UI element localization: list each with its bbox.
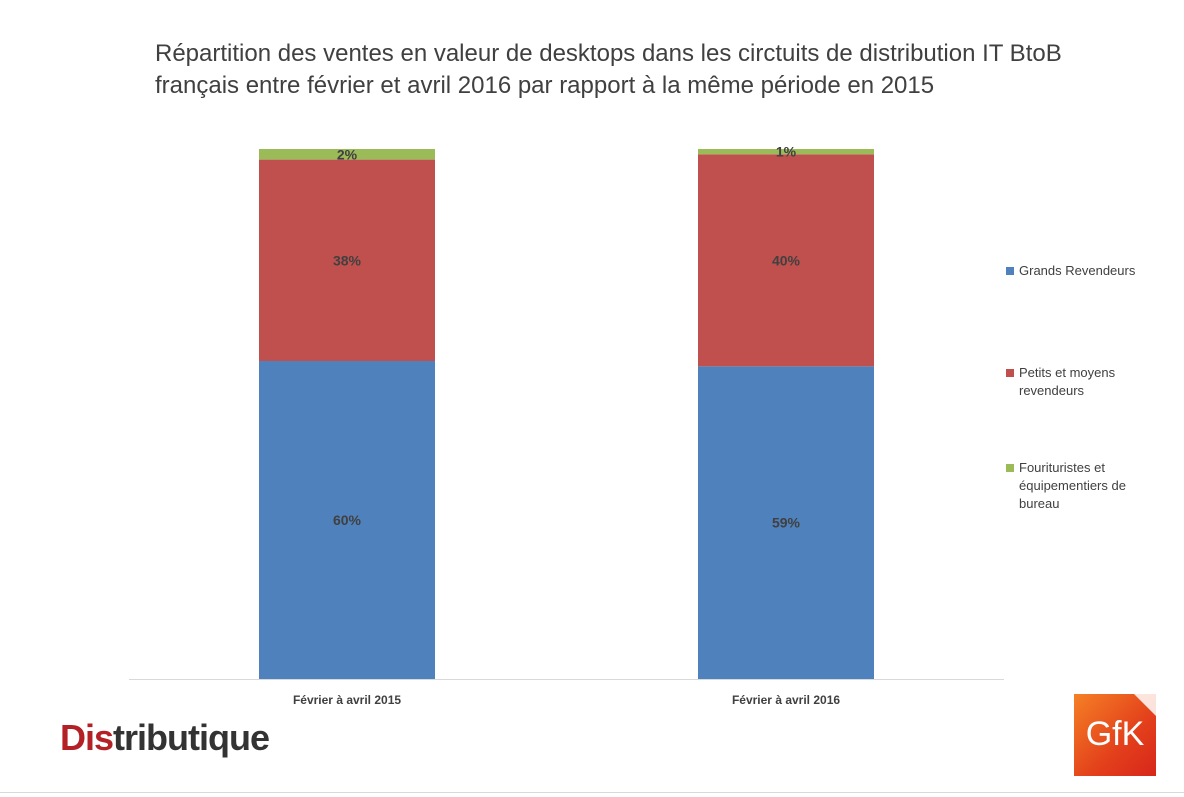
legend-label-fourituristes: Fourituristes et équipementiers de burea… xyxy=(1019,459,1154,513)
legend-swatch-green xyxy=(1006,464,1014,472)
distributique-logo-rest: tributique xyxy=(113,717,270,758)
legend-label-line: équipementiers de xyxy=(1019,478,1126,493)
bar-segment xyxy=(698,366,874,679)
legend-label-grands-revendeurs: Grands Revendeurs xyxy=(1019,262,1154,280)
data-label: 38% xyxy=(333,252,362,268)
gfk-logo-corner xyxy=(1134,694,1156,716)
legend-label-petits-moyens: Petits et moyens revendeurs xyxy=(1019,364,1154,400)
distributique-logo-accent: Dis xyxy=(60,717,114,758)
x-tick-label: Février à avril 2016 xyxy=(732,693,840,707)
legend-label-line: bureau xyxy=(1019,496,1060,511)
data-label: 1% xyxy=(776,144,797,160)
bar-segment xyxy=(259,159,435,361)
gfk-logo: GfK xyxy=(1074,694,1156,776)
data-label: 40% xyxy=(772,252,801,268)
legend-label-line: revendeurs xyxy=(1019,383,1085,398)
bar-segment xyxy=(259,361,435,679)
legend-label-line: Grands Revendeurs xyxy=(1019,263,1136,278)
legend-label-line: Fourituristes et xyxy=(1019,460,1105,475)
bar-segment xyxy=(698,149,874,155)
data-label: 59% xyxy=(772,515,801,531)
chart-title-line-1: Répartition des ventes en valeur de desk… xyxy=(155,40,1062,67)
x-tick-label: Février à avril 2015 xyxy=(293,693,401,707)
bottom-divider xyxy=(0,792,1184,793)
legend-swatch-blue xyxy=(1006,267,1014,275)
distributique-logo: Distributique xyxy=(60,716,270,760)
chart-title: Répartition des ventes en valeur de desk… xyxy=(155,38,1115,102)
bar-segment xyxy=(259,149,435,160)
gfk-logo-text: GfK xyxy=(1085,715,1145,753)
data-label: 2% xyxy=(337,146,358,162)
bar-segment xyxy=(698,154,874,367)
legend-swatch-red xyxy=(1006,369,1014,377)
chart-title-line-2: français entre février et avril 2016 par… xyxy=(155,72,935,99)
data-label: 60% xyxy=(333,512,362,528)
legend-label-line: Petits et moyens xyxy=(1019,365,1116,380)
